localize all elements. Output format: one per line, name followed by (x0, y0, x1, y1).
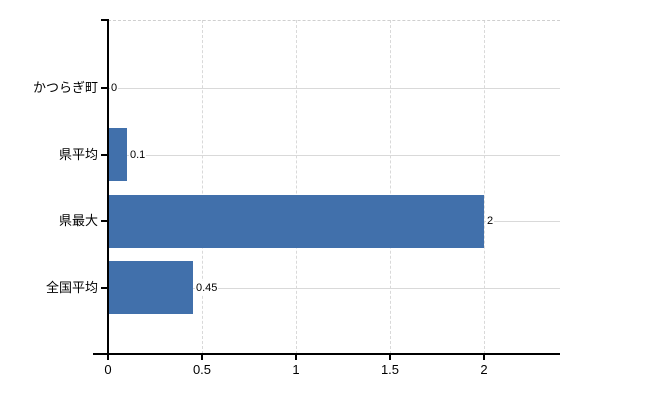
bar (108, 128, 127, 181)
bar (108, 261, 193, 314)
horizontal-gridline (108, 155, 560, 156)
y-axis-tick (101, 19, 108, 21)
horizontal-gridline (108, 288, 560, 289)
bar-value-label: 0.45 (195, 281, 219, 295)
y-axis-category-label: 県平均 (58, 147, 98, 162)
bar-value-label: 2 (486, 214, 495, 228)
y-axis-tick (101, 220, 108, 222)
x-axis-tick-label: 1.5 (380, 362, 400, 377)
bar-value-label: 0 (110, 81, 119, 95)
y-axis-tick (101, 287, 108, 289)
y-axis-category-label: 全国平均 (45, 280, 98, 295)
bar-value-label: 0.1 (129, 148, 147, 162)
x-axis-line (93, 353, 560, 355)
y-axis-tick (101, 87, 108, 89)
y-axis-line (107, 19, 109, 354)
vertical-gridline (296, 20, 297, 354)
y-axis-category-label: かつらぎ町 (32, 80, 98, 95)
x-axis-tick (201, 354, 203, 360)
bar (108, 195, 484, 248)
x-axis-tick (389, 354, 391, 360)
vertical-gridline (202, 20, 203, 354)
y-axis-tick (101, 154, 108, 156)
x-axis-tick-label: 2 (480, 362, 488, 377)
vertical-gridline (484, 20, 485, 354)
horizontal-gridline (108, 88, 560, 89)
vertical-gridline (390, 20, 391, 354)
x-axis-tick (295, 354, 297, 360)
x-axis-tick-label: 0 (104, 362, 112, 377)
x-axis-tick (107, 354, 109, 360)
y-axis-category-label: 県最大 (58, 213, 98, 228)
x-axis-tick-label: 1 (292, 362, 300, 377)
plot-top-border (108, 20, 560, 21)
x-axis-tick-label: 0.5 (192, 362, 212, 377)
x-axis-tick (483, 354, 485, 360)
